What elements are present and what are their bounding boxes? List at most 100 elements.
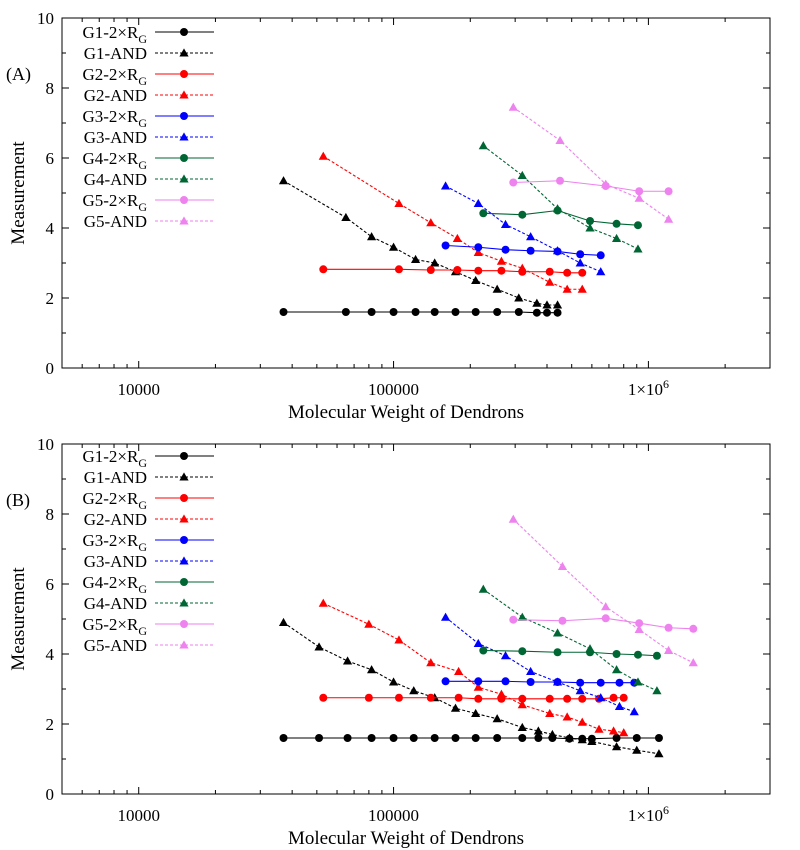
legend-entry: G3-2×RG: [82, 107, 214, 130]
data-point: [343, 734, 352, 742]
legend-entry: G1-2×RG: [82, 447, 214, 470]
legend-label: G1-AND: [84, 44, 147, 63]
data-point: [688, 658, 698, 667]
series-line: [513, 180, 669, 192]
series-line: [483, 649, 657, 657]
data-point: [563, 268, 572, 277]
legend-entry: G1-AND: [84, 468, 214, 487]
data-point: [526, 678, 535, 686]
legend-marker: [179, 174, 189, 183]
legend-marker: [180, 620, 188, 628]
legend-marker: [179, 472, 189, 481]
data-point: [577, 735, 587, 744]
series-line: [512, 518, 694, 664]
data-point: [555, 135, 565, 144]
series-g1-and: [278, 176, 563, 309]
data-point: [409, 686, 419, 695]
data-point: [634, 624, 644, 633]
data-point: [596, 267, 606, 276]
data-point: [634, 193, 644, 202]
data-point: [497, 266, 506, 275]
data-point: [564, 733, 575, 742]
data-point: [545, 708, 555, 717]
data-point: [552, 246, 563, 255]
data-point: [545, 267, 554, 276]
data-point: [409, 734, 418, 742]
y-tick-label: 10: [37, 9, 54, 28]
legend-label: G3-2×RG: [82, 107, 147, 130]
y-axis-label: Measurement: [8, 567, 29, 671]
data-point: [532, 308, 541, 317]
series-line: [283, 737, 659, 740]
data-point: [318, 151, 328, 160]
data-point: [576, 678, 585, 687]
data-point: [654, 749, 664, 758]
panel-label: (A): [6, 64, 31, 85]
data-point: [279, 734, 288, 742]
data-point: [451, 734, 460, 742]
x-tick-label: 100000: [368, 806, 419, 825]
data-point: [545, 694, 554, 703]
legend-entry: G4-AND: [84, 594, 214, 613]
data-point: [553, 648, 562, 657]
data-point: [279, 308, 288, 316]
data-point: [471, 275, 481, 284]
legend-entry: G5-2×RG: [82, 615, 214, 638]
data-point: [577, 284, 587, 293]
legend-label: G5-2×RG: [82, 615, 147, 638]
data-point: [471, 734, 480, 742]
data-point: [473, 638, 483, 647]
data-point: [474, 266, 483, 275]
data-point: [596, 251, 605, 260]
data-point: [585, 644, 595, 653]
data-point: [492, 284, 502, 293]
data-point: [534, 734, 543, 742]
data-point: [426, 218, 436, 227]
legend-entry: G1-2×RG: [82, 23, 214, 46]
series-line: [323, 602, 624, 734]
x-tick-label: 1×106: [628, 803, 669, 825]
legend-label: G2-AND: [84, 510, 147, 529]
data-point: [493, 308, 502, 316]
data-point: [318, 598, 328, 607]
data-point: [652, 686, 662, 695]
legend-label: G4-2×RG: [82, 573, 147, 596]
data-point: [601, 614, 610, 623]
legend-label: G2-2×RG: [82, 489, 147, 512]
data-point: [556, 176, 565, 185]
data-point: [608, 726, 619, 735]
data-point: [633, 650, 642, 659]
data-point: [440, 612, 451, 621]
y-tick-label: 6: [46, 149, 55, 168]
data-point: [532, 298, 542, 307]
series-line: [445, 616, 635, 713]
data-point: [689, 624, 698, 633]
series-g3-and: [440, 181, 606, 276]
data-point: [633, 244, 643, 253]
legend-entry: G5-AND: [84, 636, 214, 655]
x-tick-label: 100000: [368, 380, 419, 399]
series-g5-and: [508, 514, 698, 667]
data-point: [526, 246, 535, 255]
data-point: [452, 233, 462, 242]
data-point: [319, 693, 328, 702]
legend-label: G4-AND: [84, 594, 147, 613]
series-g1-2-r: [279, 308, 562, 317]
x-axis-label: Molecular Weight of Dendrons: [288, 828, 524, 849]
y-tick-label: 8: [46, 79, 55, 98]
data-point: [493, 734, 502, 742]
legend-entry: G1-AND: [84, 44, 214, 63]
data-point: [633, 221, 642, 230]
data-point: [552, 204, 563, 213]
data-point: [552, 628, 563, 637]
data-point: [496, 256, 507, 265]
data-point: [278, 176, 289, 185]
legend-marker: [180, 536, 188, 544]
legend-label: G1-2×RG: [82, 447, 147, 470]
data-point: [410, 254, 421, 263]
data-point: [471, 308, 480, 316]
data-point: [552, 677, 563, 686]
data-point: [577, 717, 587, 726]
data-point: [517, 700, 527, 709]
